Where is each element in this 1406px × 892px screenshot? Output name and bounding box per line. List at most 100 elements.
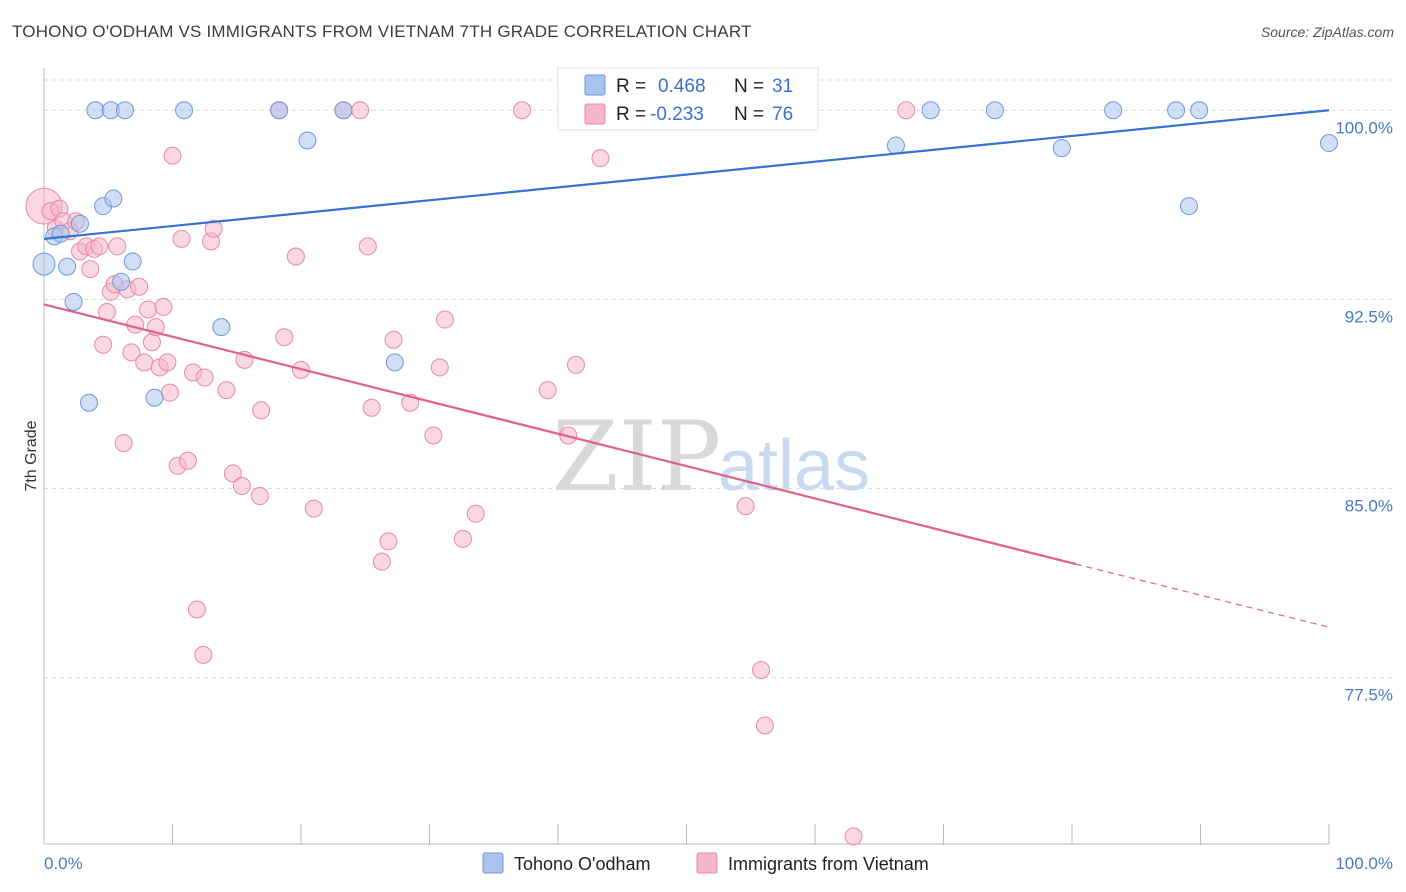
stats-legend: R = 0.468 N = 31 R = -0.233 N = 76 bbox=[557, 67, 819, 131]
tohono-point bbox=[51, 224, 70, 243]
tohono-point bbox=[270, 101, 289, 120]
vietnam-point bbox=[304, 499, 323, 518]
legend-n-label-1: N = bbox=[734, 76, 764, 97]
tohono-point bbox=[385, 353, 404, 372]
tohono-point bbox=[1104, 101, 1123, 120]
tohono-point bbox=[1190, 101, 1209, 120]
legend-r-label-2: R = bbox=[616, 104, 646, 125]
y-axis-title: 7th Grade bbox=[23, 420, 40, 491]
vietnam-point bbox=[566, 355, 585, 374]
y-tick-label: 100.0% bbox=[1335, 118, 1393, 137]
vietnam-point bbox=[358, 237, 377, 256]
vietnam-point bbox=[114, 434, 133, 453]
vietnam-point bbox=[126, 315, 145, 334]
tohono-point bbox=[112, 272, 131, 291]
vietnam-point bbox=[430, 358, 449, 377]
vietnam-point bbox=[172, 229, 191, 248]
bottom-legend-swatch-tohono bbox=[482, 852, 504, 874]
y-tick-labels: 100.0% 92.5% 85.0% 77.5% bbox=[1335, 118, 1393, 704]
tohono-point bbox=[1167, 101, 1186, 120]
vietnam-point bbox=[195, 368, 214, 387]
tohono-point bbox=[921, 101, 940, 120]
tohono-point bbox=[58, 257, 77, 276]
vietnam-point bbox=[538, 381, 557, 400]
chart-title: TOHONO O'ODHAM VS IMMIGRANTS FROM VIETNA… bbox=[12, 22, 752, 41]
legend-swatch-pink bbox=[584, 103, 606, 125]
tohono-point bbox=[1052, 139, 1071, 158]
bottom-legend-label-tohono: Tohono O'odham bbox=[514, 854, 651, 874]
vietnam-point bbox=[379, 532, 398, 551]
tohono-point bbox=[886, 136, 905, 155]
y-tick-label: 77.5% bbox=[1345, 686, 1393, 705]
vietnam-point bbox=[384, 330, 403, 349]
tohono-point bbox=[1320, 134, 1338, 153]
vietnam-point bbox=[286, 247, 305, 266]
tohono-point bbox=[123, 252, 142, 271]
vietnam-point bbox=[223, 464, 242, 483]
tohono-point bbox=[32, 252, 56, 276]
legend-r-value-2: -0.233 bbox=[650, 104, 704, 125]
vietnam-point bbox=[591, 149, 610, 168]
vietnam-point bbox=[178, 451, 197, 470]
x-tick-label-max: 100.0% bbox=[1335, 854, 1393, 873]
vietnam-point bbox=[232, 476, 251, 495]
vietnam-point bbox=[158, 353, 177, 372]
y-tick-label: 85.0% bbox=[1345, 496, 1393, 515]
vietnam-point bbox=[844, 827, 863, 846]
series-tohono-points bbox=[32, 96, 1338, 412]
vietnam-point bbox=[435, 310, 454, 329]
tohono-point bbox=[70, 214, 89, 233]
vietnam-point bbox=[897, 101, 916, 120]
tohono-trend-line bbox=[43, 109, 1330, 240]
vietnam-point bbox=[250, 487, 269, 506]
vietnam-point bbox=[217, 381, 236, 400]
vietnam-point bbox=[466, 504, 485, 523]
vietnam-point bbox=[135, 353, 154, 372]
vietnam-point bbox=[252, 401, 271, 420]
vietnam-point bbox=[94, 335, 113, 354]
vietnam-point bbox=[204, 219, 223, 238]
bottom-legend-label-vietnam: Immigrants from Vietnam bbox=[728, 854, 929, 874]
vietnam-point bbox=[130, 277, 149, 296]
vietnam-point bbox=[187, 600, 206, 619]
source-label: Source: ZipAtlas.com bbox=[1260, 24, 1394, 40]
tohono-point bbox=[86, 101, 105, 120]
vietnam-point bbox=[362, 398, 381, 417]
tohono-point bbox=[1179, 197, 1198, 216]
vietnam-trend-extension bbox=[1075, 563, 1330, 628]
vietnam-point bbox=[372, 552, 391, 571]
vietnam-point bbox=[453, 529, 472, 548]
tohono-point bbox=[64, 292, 83, 311]
legend-swatch-blue bbox=[584, 74, 606, 96]
vietnam-point bbox=[752, 661, 771, 680]
x-ticks bbox=[43, 824, 1330, 844]
tohono-point bbox=[334, 101, 353, 120]
vietnam-point bbox=[275, 328, 294, 347]
vietnam-point bbox=[194, 645, 213, 664]
vietnam-trend-line bbox=[43, 303, 1077, 566]
tohono-point bbox=[298, 131, 317, 150]
vietnam-point bbox=[90, 237, 109, 256]
vietnam-point bbox=[736, 497, 755, 516]
tohono-point bbox=[985, 101, 1004, 120]
tohono-point bbox=[175, 101, 194, 120]
tohono-point bbox=[145, 388, 164, 407]
vietnam-point bbox=[513, 101, 532, 120]
vietnam-point bbox=[142, 333, 161, 352]
y-tick-label: 92.5% bbox=[1345, 307, 1393, 326]
tohono-point bbox=[79, 393, 98, 412]
grid-lines bbox=[44, 79, 1394, 679]
legend-r-value-1: 0.468 bbox=[658, 76, 706, 97]
vietnam-point bbox=[154, 297, 173, 316]
vietnam-point bbox=[755, 716, 774, 735]
vietnam-point bbox=[81, 260, 100, 279]
vietnam-point bbox=[351, 101, 370, 120]
vietnam-point bbox=[108, 237, 127, 256]
tohono-point bbox=[104, 189, 123, 208]
legend-n-value-2: 76 bbox=[772, 104, 793, 125]
series-legend: Tohono O'odham Immigrants from Vietnam bbox=[482, 852, 929, 874]
trend-lines bbox=[43, 109, 1330, 628]
vietnam-point bbox=[122, 343, 141, 362]
vietnam-point bbox=[424, 426, 443, 445]
